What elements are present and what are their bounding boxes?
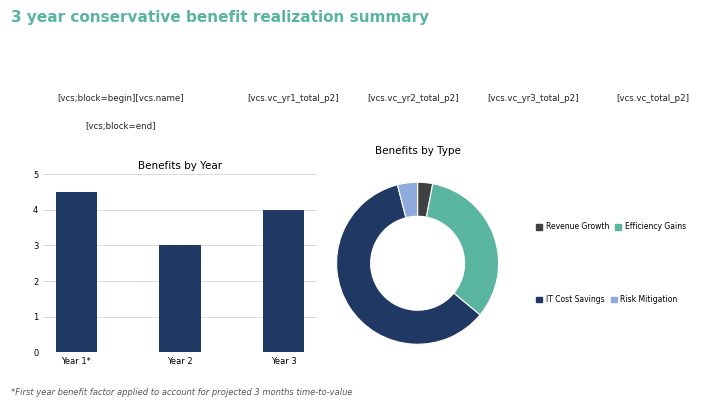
Text: *First year benefit factor applied to account for projected 3 months time-to-val: *First year benefit factor applied to ac… [11,388,352,397]
Text: [vcs.vc_yr1_total_p2]: [vcs.vc_yr1_total_p2] [247,94,338,103]
Bar [263,210,305,352]
Text: Year 2: Year 2 [396,66,430,76]
Wedge shape [337,185,480,344]
Text: [vcs.vc_total_p2]: [vcs.vc_total_p2] [616,94,689,103]
Bar [55,192,97,352]
Legend: IT Cost Savings, Risk Mitigation: IT Cost Savings, Risk Mitigation [533,292,680,307]
Bar [159,245,201,352]
Text: [vcs.vc_yr2_total_p2]: [vcs.vc_yr2_total_p2] [367,94,459,103]
Text: [vcs.vc_yr3_total_p2]: [vcs.vc_yr3_total_p2] [487,94,579,103]
Text: Year 1*: Year 1* [274,66,312,76]
Wedge shape [426,184,498,315]
Text: [vcs;block=end]: [vcs;block=end] [85,122,156,131]
Text: Total: Total [639,66,666,76]
Text: Benefit: Benefit [100,66,140,76]
Title: Benefits by Type: Benefits by Type [374,146,461,156]
Text: Year 3: Year 3 [516,66,550,76]
Wedge shape [397,182,418,218]
Wedge shape [418,182,433,217]
Text: 3 year conservative benefit realization summary: 3 year conservative benefit realization … [11,10,429,25]
Text: [vcs;block=begin][vcs.name]: [vcs;block=begin][vcs.name] [57,94,184,103]
Title: Benefits by Year: Benefits by Year [138,161,222,171]
